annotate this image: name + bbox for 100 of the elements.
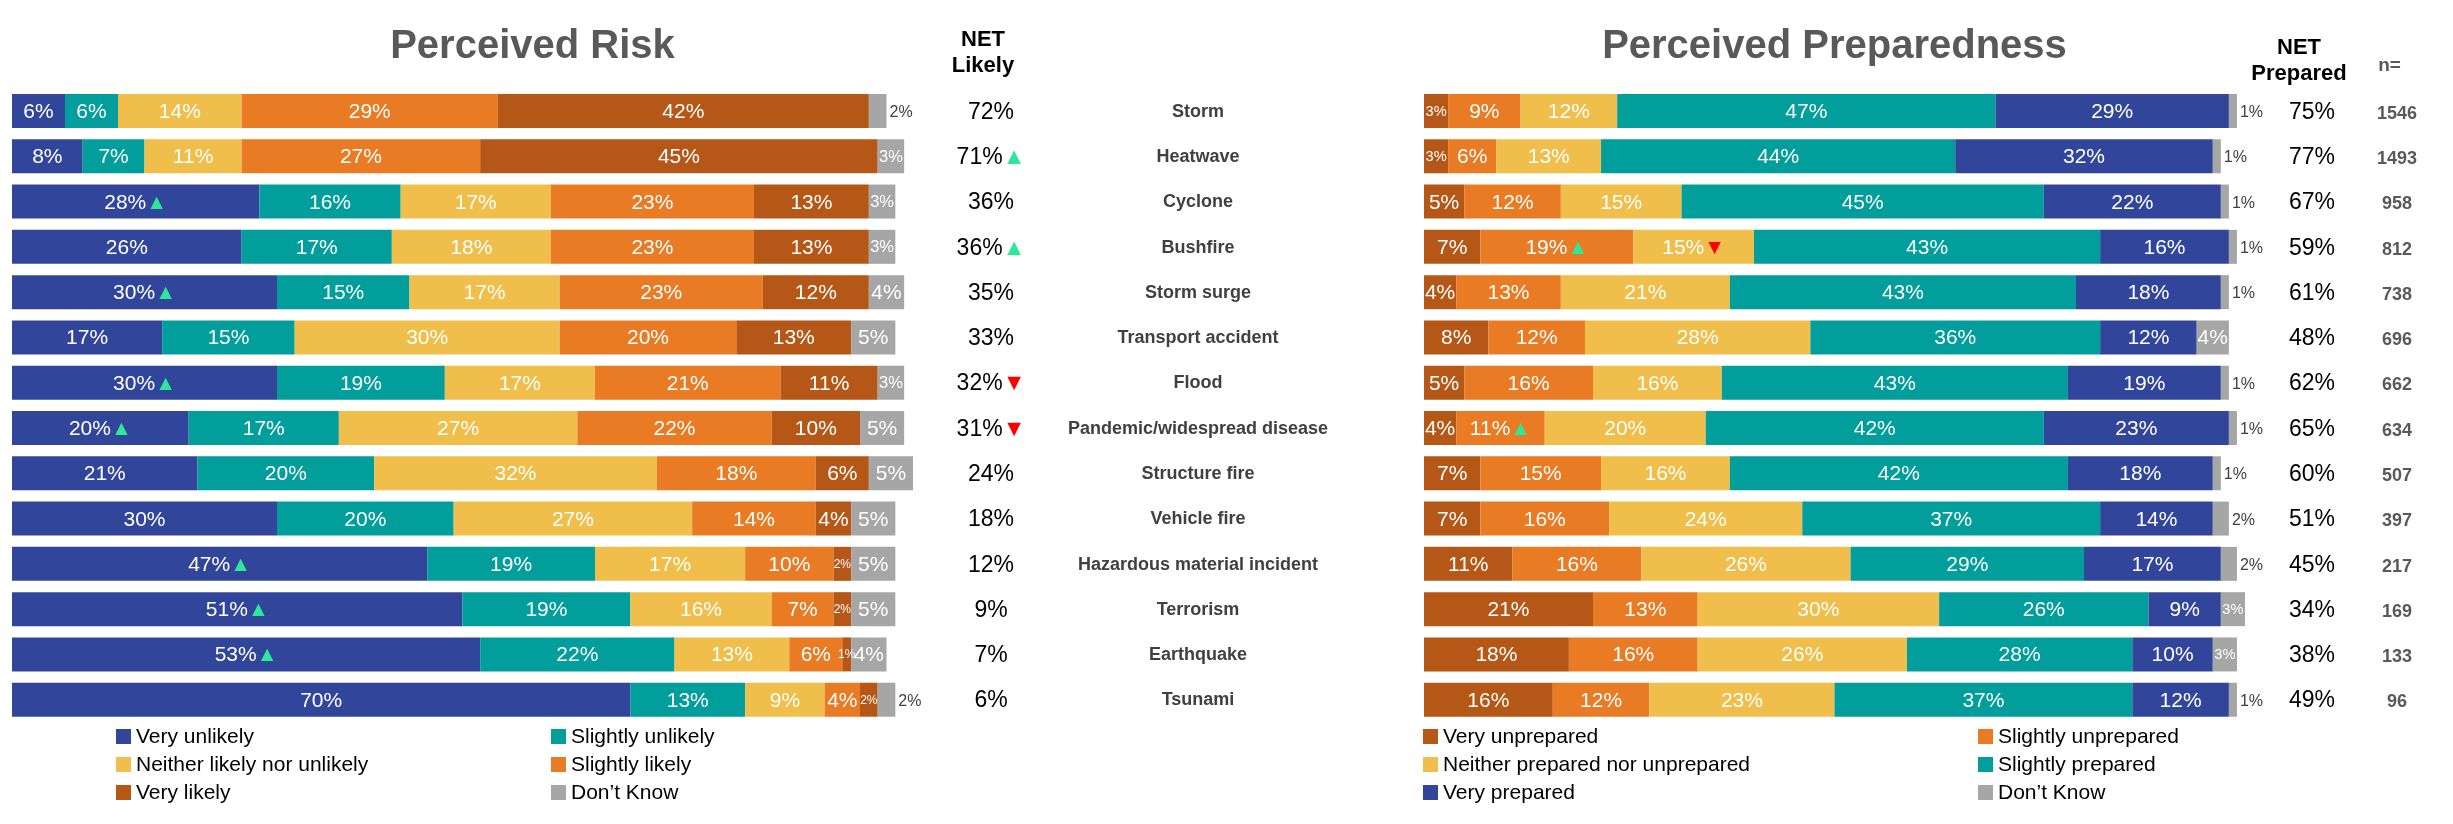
bar (2220, 275, 2229, 310)
data-label: 17% (463, 280, 506, 304)
data-label: 30%▲ (113, 280, 176, 304)
text: 812 (2381, 238, 2413, 259)
bar (1448, 94, 1521, 128)
legend-label: Very likely (136, 779, 231, 805)
data-label: 16% (1523, 506, 1566, 530)
bar (780, 365, 878, 400)
legend-label: Don’t Know (571, 779, 679, 805)
data-label: 1% (2239, 103, 2264, 120)
bar (118, 94, 242, 128)
data-label: 15%▼ (1662, 234, 1726, 258)
data-label: 1% (2239, 691, 2264, 709)
bar (12, 637, 481, 672)
bar (656, 456, 816, 491)
data-label: 20% (1604, 416, 1647, 439)
bar (1802, 501, 2101, 536)
data-label: 29% (2091, 99, 2134, 122)
bar (2212, 501, 2229, 536)
text: n= (2377, 53, 2402, 77)
data-label: 42% (1853, 416, 1896, 439)
bar (2100, 320, 2197, 355)
data-label: 9% (769, 687, 801, 711)
data-label: 21% (1487, 597, 1530, 621)
data-label: 2% (833, 556, 852, 571)
bar (1593, 592, 1698, 627)
bar (2132, 637, 2213, 672)
text: 33% (967, 324, 1015, 351)
bar (2100, 501, 2213, 536)
bar (2220, 546, 2237, 581)
data-label: 27% (339, 144, 382, 168)
bar (427, 546, 595, 581)
data-label: 3% (2222, 601, 2244, 618)
bar (577, 411, 772, 445)
y-tick-label: Heatwave (1156, 145, 1240, 166)
data-label: 13% (790, 234, 833, 258)
bar (462, 592, 631, 627)
data-label: 7% (787, 597, 818, 621)
data-label: 28% (1998, 642, 2041, 666)
bar (1729, 275, 2076, 310)
data-label: 2% (2239, 555, 2264, 573)
data-label: 8% (1441, 325, 1472, 349)
data-label: 43% (1881, 280, 1924, 304)
data-label: 2% (889, 103, 913, 120)
legend-label: Slightly unlikely (571, 723, 715, 749)
data-label: 8% (32, 144, 63, 168)
bar (754, 184, 869, 219)
data-label: 1% (2239, 238, 2264, 256)
text: 1493 (2376, 147, 2418, 168)
data-label: 17% (295, 234, 338, 258)
bar (595, 546, 746, 581)
bar (1754, 229, 2101, 264)
data-label: 12% (1580, 687, 1623, 711)
bar (559, 320, 737, 355)
data-label: 36% (1934, 325, 1977, 349)
data-label: 23% (640, 280, 683, 304)
bar (1705, 411, 2044, 445)
text: 1546 (2376, 102, 2418, 123)
data-label: 11% (172, 144, 214, 168)
bar (409, 275, 560, 310)
legend-label: Neither likely nor unlikely (136, 751, 369, 777)
data-label: 3% (1425, 102, 1447, 119)
data-label: 32% (494, 461, 537, 485)
bar (480, 139, 878, 174)
bar (2043, 411, 2229, 445)
data-label: 4% (2197, 325, 2228, 349)
data-label: 12% (2127, 325, 2170, 349)
data-label: 23% (631, 234, 674, 258)
bar (1995, 94, 2229, 128)
y-tick-label: Pandemic/widespread disease (1067, 417, 1329, 438)
text: 169 (2381, 600, 2413, 621)
data-label: 16% (1636, 370, 1679, 394)
data-label: 5% (858, 325, 889, 349)
data-label: 16% (1507, 370, 1550, 394)
bar (241, 139, 481, 174)
y-tick-label: Vehicle fire (1150, 508, 1246, 529)
data-label: 47%▲ (188, 551, 252, 575)
data-label: 16% (1555, 551, 1598, 575)
bar (1424, 546, 1513, 581)
bar (82, 139, 145, 174)
text: 59% (2289, 233, 2336, 260)
bar (2220, 365, 2229, 400)
text: 49% (2289, 686, 2336, 713)
data-label: 16% (679, 597, 723, 621)
bar (630, 592, 772, 627)
data-label: 16% (2143, 234, 2186, 258)
bar (12, 320, 163, 355)
data-label: 22% (653, 416, 696, 439)
data-label: 13% (772, 325, 815, 349)
bar (1601, 139, 1956, 174)
data-label: 45% (1841, 189, 1884, 213)
text: 71%▲ (956, 142, 1026, 169)
data-label: 4% (871, 280, 902, 304)
bar (1641, 546, 1851, 581)
data-label: 13% (1527, 144, 1570, 168)
bar (736, 320, 852, 355)
data-label: 1% (2231, 374, 2256, 392)
bar (1512, 546, 1642, 581)
data-label: 3% (870, 237, 895, 257)
legend-label: Slightly likely (571, 751, 692, 777)
